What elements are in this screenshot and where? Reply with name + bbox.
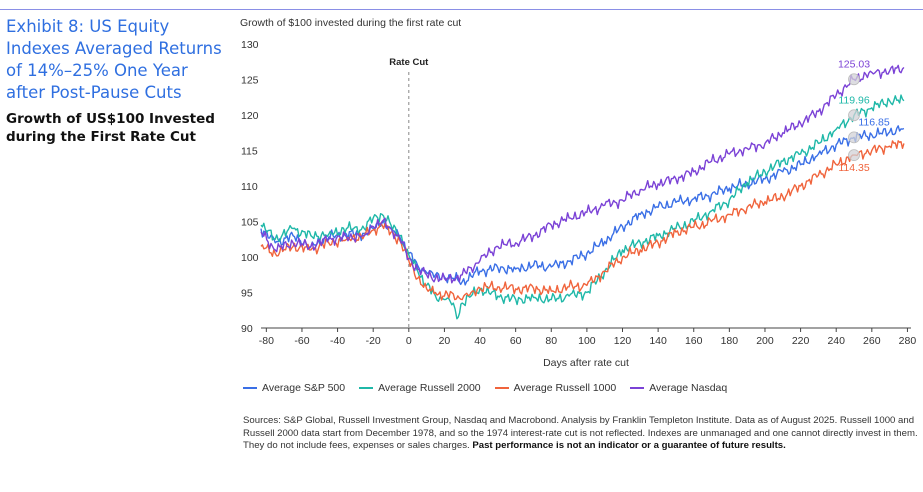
x-tick-label: 80 <box>545 335 557 347</box>
x-tick-label: -40 <box>330 335 345 347</box>
x-tick-label: 240 <box>827 335 845 347</box>
x-tick-label: 200 <box>756 335 774 347</box>
end-value-label: 125.03 <box>838 58 870 70</box>
series-line <box>260 94 905 320</box>
exhibit-header: Exhibit 8: US Equity Indexes Averaged Re… <box>6 16 230 146</box>
x-tick-label: 180 <box>721 335 739 347</box>
source-text: Sources: S&P Global, Russell Investment … <box>243 415 918 452</box>
legend-swatch <box>494 387 509 389</box>
legend-label: Average Russell 2000 <box>378 382 481 394</box>
y-tick-label: 95 <box>241 288 253 300</box>
x-tick-label: -80 <box>259 335 274 347</box>
legend-item: Average Russell 2000 <box>359 382 481 394</box>
series-line <box>260 140 905 301</box>
x-tick-label: -60 <box>294 335 309 347</box>
x-tick-label: 140 <box>649 335 667 347</box>
x-tick-label: 220 <box>792 335 810 347</box>
legend-item: Average S&P 500 <box>243 382 345 394</box>
x-tick-label: -20 <box>366 335 381 347</box>
x-tick-label: 160 <box>685 335 703 347</box>
series-line <box>260 125 905 286</box>
y-tick-label: 115 <box>241 146 258 158</box>
end-marker <box>848 131 860 144</box>
x-tick-label: 280 <box>899 335 917 347</box>
legend-item: Average Nasdaq <box>630 382 727 394</box>
legend-item: Average Russell 1000 <box>494 382 617 394</box>
top-divider <box>0 9 923 10</box>
y-tick-label: 100 <box>241 252 259 264</box>
end-value-label: 116.85 <box>858 116 889 128</box>
end-marker <box>848 109 860 122</box>
end-value-label: 119.96 <box>838 94 869 106</box>
y-tick-label: 130 <box>241 39 259 51</box>
series-line <box>260 64 905 284</box>
rate-cut-label: Rate Cut <box>389 57 429 68</box>
legend-swatch <box>243 387 257 389</box>
end-marker <box>848 149 860 162</box>
end-value-label: 114.35 <box>838 162 869 174</box>
y-tick-label: 120 <box>241 110 259 122</box>
disclaimer-text: Past performance is not an indicator or … <box>472 440 786 452</box>
x-tick-label: 20 <box>439 335 451 347</box>
line-chart: 90 95 100 105 110 115 120 125 130 -80 -60 -40 -20 0 20… <box>241 39 917 369</box>
x-axis-label: Days after rate cut <box>543 357 629 369</box>
y-tick-label: 125 <box>241 75 259 87</box>
legend-swatch <box>630 387 645 389</box>
y-tick-label: 110 <box>241 181 258 193</box>
end-marker <box>848 73 860 86</box>
chart-legend: Average S&P 500 Average Russell 2000 Ave… <box>243 382 727 394</box>
x-tick-label: 0 <box>406 335 412 347</box>
x-tick-label: 260 <box>863 335 881 347</box>
exhibit-title: Exhibit 8: US Equity Indexes Averaged Re… <box>6 17 222 102</box>
x-tick-label: 60 <box>510 335 522 347</box>
x-tick-label: 120 <box>614 335 632 347</box>
y-tick-label: 90 <box>241 323 253 335</box>
chart-title: Growth of $100 invested during the first… <box>240 17 462 29</box>
legend-label: Average S&P 500 <box>262 382 346 394</box>
legend-label: Average Russell 1000 <box>513 382 617 394</box>
x-tick-label: 40 <box>474 335 486 347</box>
x-tick-label: 100 <box>578 335 596 347</box>
exhibit-subtitle: Growth of US$100 Invested during the Fir… <box>6 111 215 145</box>
legend-label: Average Nasdaq <box>649 382 728 394</box>
y-tick-label: 105 <box>241 217 259 229</box>
legend-swatch <box>359 387 374 389</box>
source-note: Sources: S&P Global, Russell Investment … <box>243 415 918 453</box>
